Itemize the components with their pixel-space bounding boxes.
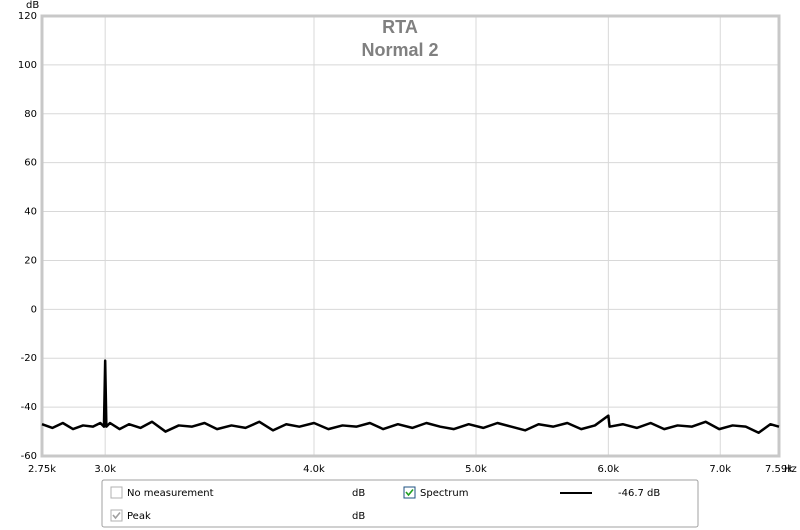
legend-label: Peak bbox=[127, 511, 151, 522]
y-tick-label: 40 bbox=[24, 207, 37, 218]
x-tick-label: 6.0k bbox=[597, 464, 619, 475]
x-tick-label: 7.0k bbox=[709, 464, 731, 475]
legend-readout: -46.7 dB bbox=[618, 488, 660, 499]
y-tick-label: 20 bbox=[24, 255, 37, 266]
x-tick-label: 5.0k bbox=[465, 464, 487, 475]
chart-subtitle: Normal 2 bbox=[361, 40, 438, 60]
chart-title: RTA bbox=[382, 17, 418, 37]
series-line bbox=[41, 359, 780, 435]
y-tick-label: -40 bbox=[21, 402, 37, 413]
checkbox bbox=[110, 509, 123, 522]
y-tick-label: 80 bbox=[24, 109, 37, 120]
legend-panel bbox=[101, 479, 699, 528]
x-axis-label: Hz bbox=[784, 464, 797, 475]
plot-area bbox=[40, 14, 781, 458]
legend-unit: dB bbox=[352, 488, 365, 499]
y-tick-label: 60 bbox=[24, 158, 37, 169]
x-tick-label: 3.0k bbox=[94, 464, 116, 475]
y-tick-label: 120 bbox=[18, 11, 37, 22]
plot-border bbox=[40, 14, 781, 458]
checkmark bbox=[112, 511, 121, 520]
checkbox bbox=[110, 486, 123, 499]
x-tick-label: 4.0k bbox=[303, 464, 325, 475]
checkmark bbox=[405, 488, 414, 497]
legend-label: No measurement bbox=[127, 488, 214, 499]
y-axis-label: dB bbox=[26, 0, 39, 11]
y-tick-label: 0 bbox=[31, 304, 37, 315]
x-tick-label: 7.59k bbox=[765, 464, 793, 475]
legend-label: Spectrum bbox=[420, 488, 468, 499]
y-tick-label: -20 bbox=[21, 353, 37, 364]
y-tick-label: -60 bbox=[21, 451, 37, 462]
y-tick-label: 100 bbox=[18, 60, 37, 71]
x-tick-label: 2.75k bbox=[28, 464, 56, 475]
legend-unit: dB bbox=[352, 511, 365, 522]
checkbox[interactable] bbox=[403, 486, 416, 499]
